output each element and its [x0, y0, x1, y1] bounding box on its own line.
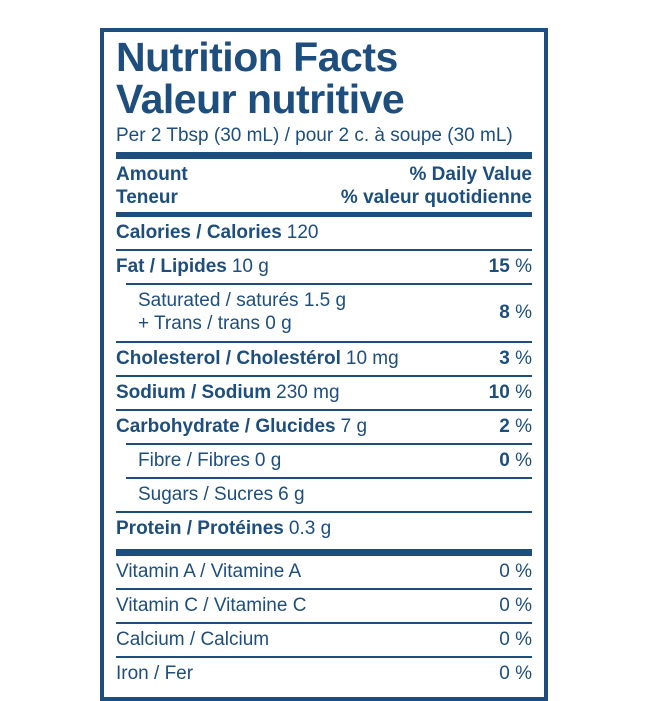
- daily-value-header-fr: % valeur quotidienne: [340, 186, 532, 208]
- divider-line: [116, 374, 532, 377]
- divider-line-indented: [126, 283, 532, 286]
- sugars-label: Sugars / Sucres: [138, 484, 274, 506]
- sodium-daily-value: 10 %: [488, 381, 532, 403]
- saturated-trans-daily-value: 8 %: [499, 301, 532, 323]
- divider-thick-bottom: [116, 548, 532, 556]
- carbohydrate-value: 7 g: [340, 415, 368, 437]
- fat-label: Fat / Lipides: [116, 256, 227, 278]
- divider-line: [116, 249, 532, 252]
- trans-fat-label: + Trans / trans 0 g: [138, 313, 292, 335]
- calcium-daily-value: 0 %: [499, 629, 532, 650]
- fibre-value: 0 g: [254, 450, 282, 472]
- divider-line-indented: [126, 477, 532, 480]
- iron-label: Iron / Fer: [116, 663, 194, 685]
- row-calories: Calories / Calories 120: [116, 217, 532, 249]
- divider-line: [116, 340, 532, 343]
- column-header-french: Teneur % valeur quotidienne: [116, 187, 532, 209]
- divider-line: [116, 408, 532, 411]
- title-french: Valeur nutritive: [116, 76, 405, 123]
- fibre-label: Fibre / Fibres: [138, 450, 250, 472]
- fat-daily-value: 15 %: [488, 256, 532, 278]
- calcium-label: Calcium / Calcium: [116, 629, 270, 650]
- row-carbohydrate: Carbohydrate / Glucides 7 g 2 %: [116, 411, 532, 443]
- vitamin-a-label: Vitamin A / Vitamine A: [116, 560, 302, 582]
- title-english: Nutrition Facts: [116, 34, 398, 80]
- sugars-value: 6 g: [278, 484, 305, 506]
- cholesterol-label: Cholesterol / Cholestérol: [116, 347, 341, 369]
- sodium-label: Sodium / Sodium: [116, 381, 272, 403]
- divider-line-indented: [126, 443, 532, 446]
- row-calcium: Calcium / Calcium 0 %: [116, 624, 532, 656]
- divider-thick-top: [116, 152, 532, 160]
- sodium-value: 230 mg: [276, 381, 340, 403]
- divider-line: [116, 622, 532, 624]
- vitamin-a-daily-value: 0 %: [499, 560, 532, 582]
- divider-medium: [116, 211, 532, 217]
- row-vitamin-a: Vitamin A / Vitamine A 0 %: [116, 556, 532, 588]
- protein-value: 0.3 g: [288, 518, 332, 540]
- row-sugars: Sugars / Sucres 6 g: [116, 479, 532, 511]
- row-fibre: Fibre / Fibres 0 g 0 %: [116, 445, 532, 477]
- row-saturated-trans: Saturated / saturés 1.5 g + Trans / tran…: [116, 285, 532, 340]
- carbohydrate-label: Carbohydrate / Glucides: [116, 415, 336, 437]
- row-iron: Iron / Fer 0 %: [116, 658, 532, 690]
- nutrition-facts-label: Nutrition Facts Valeur nutritive Per 2 T…: [100, 28, 548, 701]
- row-cholesterol: Cholesterol / Cholestérol 10 mg 3 %: [116, 343, 532, 375]
- divider-line: [116, 587, 532, 590]
- row-fat: Fat / Lipides 10 g 15 %: [116, 251, 532, 283]
- row-protein: Protein / Protéines 0.3 g: [116, 513, 532, 545]
- calories-label: Calories / Calories: [116, 221, 282, 243]
- protein-label: Protein / Protéines: [116, 518, 284, 540]
- cholesterol-value: 10 mg: [345, 347, 399, 369]
- cholesterol-daily-value: 3 %: [499, 347, 532, 369]
- carbohydrate-daily-value: 2 %: [499, 415, 532, 437]
- amount-header-en: Amount: [116, 164, 188, 186]
- divider-line: [116, 511, 532, 514]
- serving-size: Per 2 Tbsp (30 mL) / pour 2 c. à soupe (…: [116, 125, 513, 147]
- iron-daily-value: 0 %: [499, 663, 532, 685]
- amount-header-fr: Teneur: [116, 186, 178, 208]
- calories-value: 120: [286, 221, 319, 243]
- vitamin-c-label: Vitamin C / Vitamine C: [116, 594, 307, 616]
- row-sodium: Sodium / Sodium 230 mg 10 %: [116, 377, 532, 409]
- fat-value: 10 g: [231, 256, 269, 278]
- saturated-fat-label: Saturated / saturés 1.5 g: [138, 290, 347, 312]
- fibre-daily-value: 0 %: [499, 450, 532, 472]
- vitamin-c-daily-value: 0 %: [499, 594, 532, 616]
- row-vitamin-c: Vitamin C / Vitamine C 0 %: [116, 590, 532, 622]
- daily-value-header-en: % Daily Value: [409, 164, 532, 186]
- column-header-english: Amount % Daily Value: [116, 164, 532, 186]
